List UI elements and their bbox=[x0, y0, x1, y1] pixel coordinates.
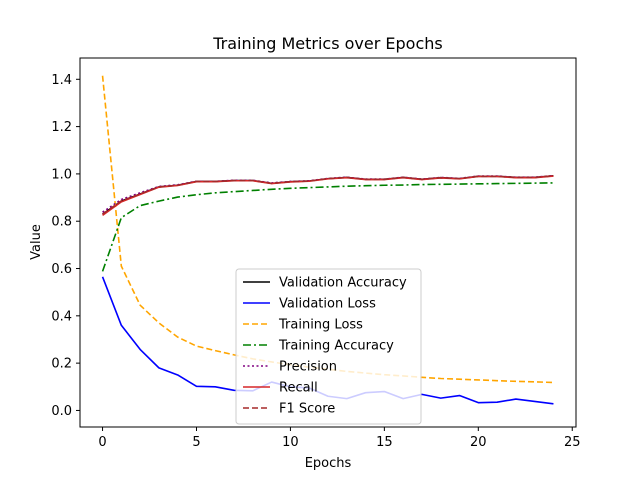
series-line-precision bbox=[102, 174, 554, 213]
x-axis-label: Epochs bbox=[305, 456, 352, 471]
chart-title: Training Metrics over Epochs bbox=[212, 34, 442, 53]
series-line-recall bbox=[102, 175, 554, 216]
y-tick-label: 1.4 bbox=[51, 73, 72, 88]
legend-label: Recall bbox=[279, 381, 318, 396]
legend-label: Training Accuracy bbox=[278, 339, 394, 354]
axes-frame bbox=[79, 57, 577, 428]
series-line-training-loss bbox=[101, 75, 554, 384]
x-tick-label: 15 bbox=[376, 435, 393, 450]
y-tick-label: 1.2 bbox=[51, 120, 72, 135]
y-tick-label: 0.8 bbox=[51, 215, 72, 230]
series-line-training-accuracy bbox=[101, 182, 554, 272]
legend-label: F1 Score bbox=[279, 402, 335, 417]
y-tick-label: 1.0 bbox=[51, 167, 72, 182]
legend-label: Precision bbox=[279, 360, 337, 375]
x-tick-label: 20 bbox=[470, 435, 487, 450]
legend-label: Validation Accuracy bbox=[279, 276, 407, 291]
x-tick-label: 0 bbox=[98, 435, 106, 450]
x-tick-label: 5 bbox=[192, 435, 200, 450]
x-tick-label: 25 bbox=[564, 435, 581, 450]
y-tick-label: 0.2 bbox=[51, 357, 72, 372]
x-tick-label: 10 bbox=[282, 435, 299, 450]
series-line-f1-score bbox=[102, 175, 554, 215]
y-tick-label: 0.4 bbox=[51, 309, 72, 324]
legend-label: Validation Loss bbox=[279, 297, 376, 312]
y-tick-label: 0.0 bbox=[51, 404, 72, 419]
y-axis-label: Value bbox=[29, 224, 44, 260]
legend-label: Training Loss bbox=[278, 318, 363, 333]
y-tick-label: 0.6 bbox=[51, 262, 72, 277]
legend-box bbox=[235, 268, 422, 425]
legend: Validation Accuracy Validation Loss Traini… bbox=[235, 268, 422, 425]
plot-area: 0 5 10 15 20 25 0.0 0.2 0.4 0.6 0.8 1.0 1.2 1.4 bbox=[51, 57, 581, 450]
series-line-validation-accuracy bbox=[102, 175, 554, 215]
